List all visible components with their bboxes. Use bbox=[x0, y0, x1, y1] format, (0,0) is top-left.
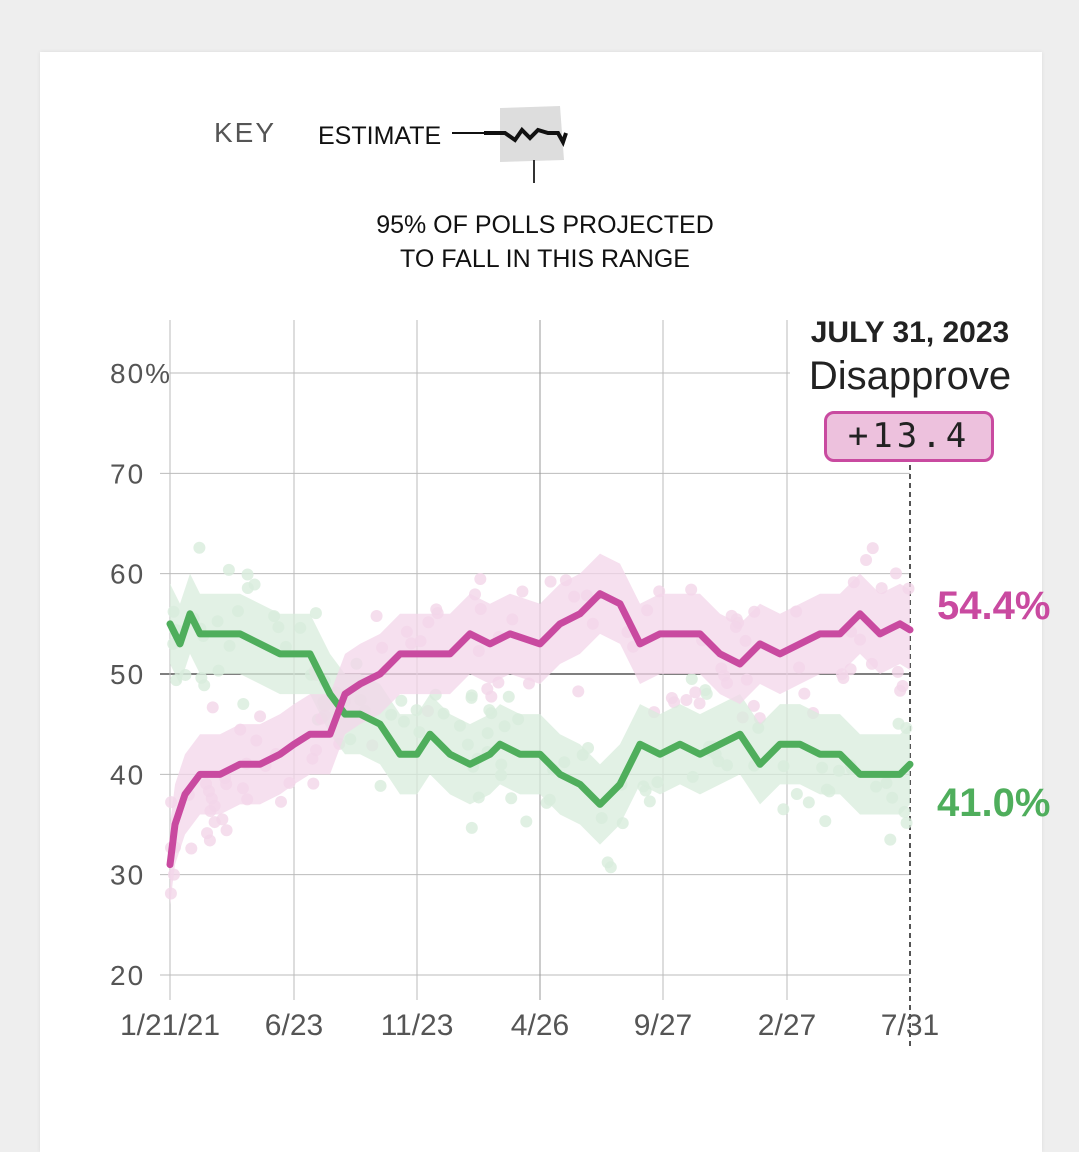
y-tick-label: 50 bbox=[110, 659, 145, 690]
poll-dot bbox=[185, 842, 198, 855]
tooltip-date: JULY 31, 2023 bbox=[810, 316, 1010, 349]
poll-dot bbox=[544, 575, 557, 588]
poll-dot bbox=[604, 861, 617, 874]
poll-dot bbox=[222, 563, 235, 576]
poll-dot bbox=[747, 699, 760, 712]
poll-dot bbox=[572, 685, 585, 698]
approve-line bbox=[166, 610, 914, 808]
poll-dot bbox=[866, 542, 879, 555]
disapprove-line bbox=[166, 590, 914, 869]
poll-dot bbox=[237, 697, 250, 710]
approve-band bbox=[170, 573, 910, 845]
poll-dot bbox=[889, 567, 902, 580]
poll-dot bbox=[254, 710, 267, 723]
poll-dot bbox=[693, 697, 706, 710]
poll-dot bbox=[198, 679, 211, 692]
poll-dot bbox=[819, 815, 832, 828]
poll-dot bbox=[665, 692, 678, 705]
poll-dot bbox=[685, 583, 698, 596]
poll-dot bbox=[643, 795, 656, 808]
poll-dot bbox=[370, 609, 383, 622]
x-tick-label: 7/31 bbox=[881, 1009, 939, 1042]
poll-dot bbox=[896, 679, 909, 692]
x-tick-label: 6/23 bbox=[265, 1009, 323, 1042]
poll-dot bbox=[891, 665, 904, 678]
poll-dot bbox=[241, 582, 254, 595]
poll-dot bbox=[485, 690, 498, 703]
poll-dot bbox=[309, 607, 322, 620]
poll-dot bbox=[802, 796, 815, 809]
key-sample-icon bbox=[452, 106, 568, 183]
key-range-line1: 95% OF POLLS PROJECTED bbox=[376, 211, 714, 239]
poll-dot bbox=[502, 690, 515, 703]
poll-dot bbox=[307, 777, 320, 790]
poll-dot bbox=[474, 572, 487, 585]
poll-dot bbox=[700, 687, 713, 700]
key-label: KEY bbox=[214, 117, 277, 148]
y-tick-label: 30 bbox=[110, 860, 145, 891]
key-estimate-label: ESTIMATE bbox=[318, 122, 442, 150]
poll-dot bbox=[193, 541, 206, 554]
poll-dot bbox=[206, 701, 219, 714]
margin-badge: +13.4 bbox=[824, 411, 994, 462]
poll-dot bbox=[505, 792, 518, 805]
x-tick-label: 9/27 bbox=[634, 1009, 692, 1042]
y-tick-label: 20 bbox=[110, 960, 145, 991]
poll-dot bbox=[203, 834, 216, 847]
poll-dot bbox=[520, 815, 533, 828]
poll-dot bbox=[900, 816, 913, 829]
poll-dot bbox=[465, 691, 478, 704]
poll-dot bbox=[685, 672, 698, 685]
poll-dot bbox=[837, 671, 850, 684]
y-tick-label: 80% bbox=[110, 358, 172, 389]
x-tick-label: 4/26 bbox=[511, 1009, 569, 1042]
poll-dot bbox=[220, 824, 233, 837]
x-tick-label: 2/27 bbox=[758, 1009, 816, 1042]
key-range-label: 95% OF POLLS PROJECTED TO FALL IN THIS RA… bbox=[330, 208, 760, 276]
poll-dot bbox=[241, 568, 254, 581]
disapprove-end-value: 54.4% bbox=[937, 584, 1051, 628]
poll-dot bbox=[790, 788, 803, 801]
poll-dot bbox=[798, 687, 811, 700]
y-tick-label: 60 bbox=[110, 559, 145, 590]
y-tick-label: 40 bbox=[110, 759, 145, 790]
poll-dot bbox=[465, 821, 478, 834]
poll-dot bbox=[680, 694, 693, 707]
poll-dot bbox=[395, 694, 408, 707]
poll-dot bbox=[884, 833, 897, 846]
tooltip-series: Disapprove bbox=[808, 354, 1012, 398]
x-tick-label: 11/23 bbox=[381, 1009, 454, 1042]
approve-end-value: 41.0% bbox=[937, 781, 1051, 825]
poll-dot bbox=[516, 585, 529, 598]
poll-dot bbox=[274, 795, 287, 808]
poll-dot bbox=[860, 554, 873, 567]
poll-dot bbox=[777, 803, 790, 816]
poll-dot bbox=[689, 686, 702, 699]
key-range-line2: TO FALL IN THIS RANGE bbox=[400, 245, 690, 273]
x-tick-label: 1/21/21 bbox=[120, 1009, 220, 1042]
y-tick-label: 70 bbox=[110, 458, 145, 489]
disapprove-band bbox=[170, 553, 910, 905]
poll-dot bbox=[374, 779, 387, 792]
poll-dot bbox=[875, 582, 888, 595]
poll-dot bbox=[216, 813, 229, 826]
